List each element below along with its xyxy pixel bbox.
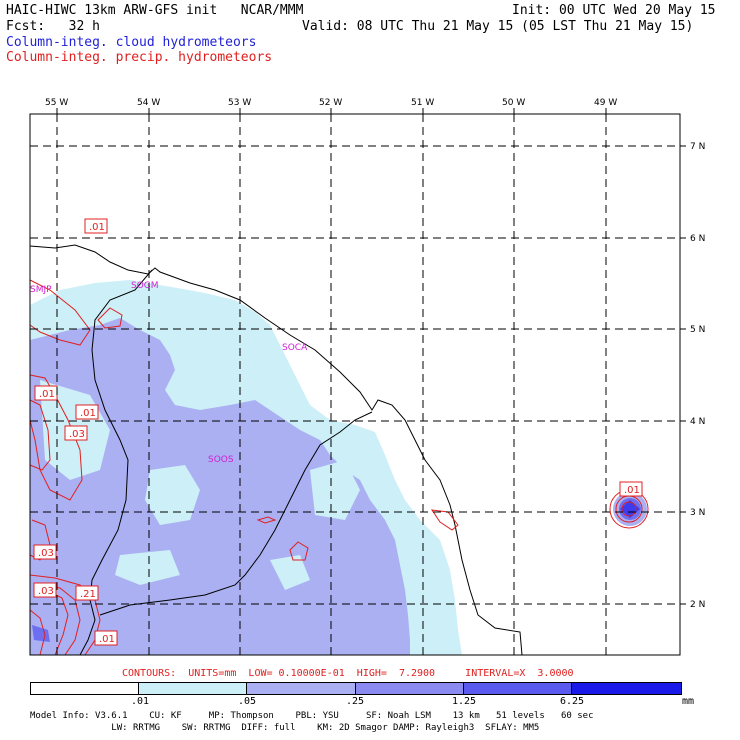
- colorbar-tick: .01: [131, 696, 150, 707]
- lon-label: 54 W: [137, 98, 160, 108]
- colorbar-unit: mm: [682, 696, 695, 707]
- init-time: Init: 00 UTC Wed 20 May 15: [512, 3, 716, 18]
- lon-label: 51 W: [411, 98, 434, 108]
- contour-label-text: .03: [38, 586, 54, 597]
- colorbar: [30, 682, 682, 695]
- contour-label: .03: [33, 582, 57, 598]
- contour-label-text: .01: [89, 222, 105, 233]
- lat-label: 7 N: [690, 142, 705, 152]
- station-label-smjp: SMJP: [30, 285, 52, 295]
- lat-label: 6 N: [690, 234, 705, 244]
- cloud-light-patch: [400, 520, 425, 540]
- border-guyana-suriname: [79, 269, 153, 655]
- cloud-dark-spot: [32, 625, 50, 642]
- lon-label: 53 W: [228, 98, 251, 108]
- colorbar-tick: .05: [238, 696, 257, 707]
- contour-label: .03: [33, 544, 57, 560]
- contour-labels: .01 .01 .01 .03 .03 .03 .21 .01 .01: [33, 218, 643, 646]
- contour-label-text: .01: [39, 389, 55, 400]
- contour-label-text: .03: [38, 548, 54, 559]
- tick-marks: [56, 108, 686, 605]
- coastline: [30, 244, 523, 655]
- colorbar-bin: [355, 683, 464, 694]
- station-label-soos: SOOS: [208, 455, 234, 465]
- contour-label: .01: [94, 630, 118, 646]
- cloud-shading: [30, 280, 462, 655]
- model-info-line2: LW: RRTMG SW: RRTMG DIFF: full KM: 2D Sm…: [30, 723, 540, 733]
- colorbar-bin: [463, 683, 572, 694]
- forecast-hour: Fcst: 32 h: [6, 19, 100, 34]
- cloud-gap: [145, 465, 200, 525]
- station-labels: SMJP SOGM SOCA SOOS: [30, 281, 308, 465]
- lon-label: 52 W: [319, 98, 342, 108]
- model-info-line1: Model Info: V3.6.1 CU: KF MP: Thompson P…: [30, 711, 594, 721]
- coastlines-borders: [30, 244, 523, 655]
- border-suriname-guiana: [99, 411, 373, 616]
- legend-cloud-hydrometeors: Column-integ. cloud hydrometeors: [6, 35, 257, 50]
- contour-label: .01: [84, 218, 108, 234]
- lat-labels: 7 N 6 N 5 N 4 N 3 N 2 N: [690, 142, 705, 610]
- station-label-soca: SOCA: [282, 343, 308, 353]
- contour-label-text: .01: [80, 408, 96, 419]
- lat-label: 5 N: [690, 325, 705, 335]
- colorbar-bin: [139, 683, 248, 694]
- colorbar-bin: [247, 683, 356, 694]
- model-title: HAIC-HIWC 13km ARW-GFS init NCAR/MMM: [6, 3, 304, 18]
- lon-label: 50 W: [502, 98, 525, 108]
- station-label-sogm: SOGM: [131, 281, 159, 291]
- contour-info: CONTOURS: UNITS=mm LOW= 0.10000E-01 HIGH…: [122, 668, 574, 679]
- cloud-gap: [115, 550, 180, 585]
- contour-label: .01: [34, 385, 58, 401]
- cloud-gap: [310, 460, 360, 520]
- lon-labels: 55 W 54 W 53 W 52 W 51 W 50 W 49 W: [45, 98, 617, 108]
- contour-label-text: .03: [69, 429, 85, 440]
- lon-label: 55 W: [45, 98, 68, 108]
- contour-label: .21: [75, 585, 99, 601]
- cloud-gap: [270, 555, 310, 590]
- lat-label: 4 N: [690, 417, 705, 427]
- contour-label: .01: [75, 404, 99, 420]
- contour-label-text: .21: [80, 589, 96, 600]
- colorbar-tick: .25: [346, 696, 365, 707]
- colorbar-tick: 6.25: [560, 696, 585, 707]
- colorbar-bin: [571, 683, 682, 694]
- contour-label: .03: [64, 425, 88, 441]
- colorbar-bin: [31, 683, 140, 694]
- map-frame: [29, 113, 681, 656]
- valid-time: Valid: 08 UTC Thu 21 May 15 (05 LST Thu …: [302, 19, 694, 34]
- lon-label: 49 W: [594, 98, 617, 108]
- contour-label: .01: [619, 481, 643, 497]
- lat-label: 2 N: [690, 600, 705, 610]
- gridlines: [30, 114, 680, 655]
- colorbar-tick: 1.25: [452, 696, 477, 707]
- legend-precip-hydrometeors: Column-integ. precip. hydrometeors: [6, 50, 273, 65]
- contour-label-text: .01: [624, 485, 640, 496]
- lat-label: 3 N: [690, 508, 705, 518]
- contour-label-text: .01: [99, 634, 115, 645]
